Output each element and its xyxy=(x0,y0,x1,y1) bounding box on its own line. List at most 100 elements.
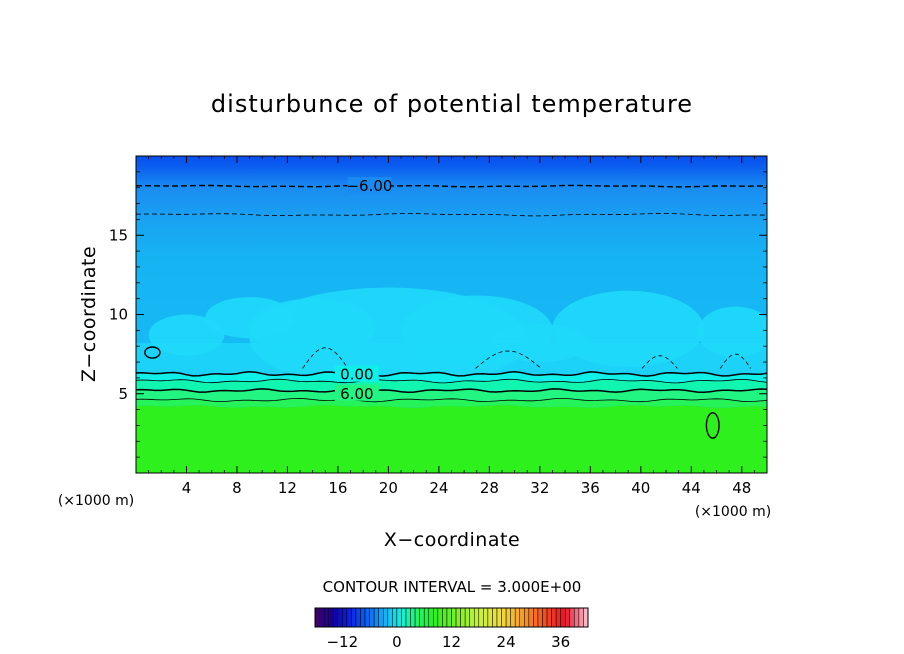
colorbar-cell xyxy=(360,607,366,628)
colorbar-cell xyxy=(533,607,539,628)
contour-dashed-dome xyxy=(719,353,751,369)
colorbar-cell xyxy=(442,607,448,628)
colorbar-cell xyxy=(528,607,534,628)
contour-minus6 xyxy=(136,184,767,188)
colorbar-cell xyxy=(524,607,530,628)
colorbar-cell xyxy=(474,607,480,628)
colorbar-cell xyxy=(492,607,498,628)
colorbar-tick-label: 36 xyxy=(551,633,570,651)
cyan-lower-layer xyxy=(136,343,767,375)
colorbar-cell xyxy=(319,607,325,628)
chart-title: disturbunce of potential temperature xyxy=(211,90,693,118)
colorbar-tick-label: 12 xyxy=(442,633,461,651)
colorbar-cell xyxy=(369,607,375,628)
colorbar-cell xyxy=(574,607,580,628)
contour-closed-loop xyxy=(705,412,720,439)
x-tick-label: 24 xyxy=(429,479,448,497)
y-tick-label: 10 xyxy=(109,306,128,324)
colorbar-cell xyxy=(496,607,502,628)
colorbar-cell xyxy=(387,607,393,628)
colorbar-cell xyxy=(483,607,489,628)
x-tick-label: 48 xyxy=(732,479,751,497)
colorbar-cell xyxy=(401,607,407,628)
x-axis-ticks: 4 8 12 16 20 24 28 32 36 40 44 48 xyxy=(148,156,755,497)
light-cyan-patches xyxy=(136,287,767,389)
colorbar-cell xyxy=(373,607,379,628)
colorbar-cell xyxy=(419,607,425,628)
colorbar xyxy=(314,607,589,628)
x-axis-label: X−coordinate xyxy=(384,529,520,551)
contour-three xyxy=(136,378,767,384)
colorbar-cell xyxy=(514,607,521,628)
colorbar-cell xyxy=(464,607,470,628)
colorbar-cell xyxy=(323,607,329,628)
colorbar-cell xyxy=(337,607,343,628)
colorbar-cell xyxy=(451,607,457,628)
colorbar-cell xyxy=(446,607,452,628)
x-tick-label: 40 xyxy=(631,479,650,497)
band-teal xyxy=(136,379,767,393)
colorbar-cell xyxy=(355,607,361,628)
colorbar-cell xyxy=(569,607,575,628)
y-axis-ticks: 5 10 15 xyxy=(109,171,767,458)
colorbar-cell xyxy=(423,607,430,628)
colorbar-cell xyxy=(455,607,461,628)
colorbar-cell xyxy=(410,607,416,628)
colorbar-cell xyxy=(560,607,566,628)
band-surface xyxy=(136,405,767,473)
contour-six xyxy=(136,388,767,394)
colorbar-cell xyxy=(383,607,389,628)
x-tick-label: 32 xyxy=(530,479,549,497)
colorbar-tick-label: 0 xyxy=(392,633,402,651)
contour-dashed-dome xyxy=(302,347,349,369)
colorbar-cell xyxy=(414,607,420,628)
colorbar-cell xyxy=(392,607,398,628)
band-green-2 xyxy=(136,398,767,408)
colorbar-cell xyxy=(314,607,320,628)
colorbar-cell xyxy=(351,607,357,628)
x-unit-label: (×1000 m) xyxy=(695,504,771,520)
contour-label: −6.00 xyxy=(346,177,392,195)
colorbar-cell xyxy=(537,607,543,628)
contour-minus3 xyxy=(136,213,767,217)
x-tick-label: 12 xyxy=(278,479,297,497)
x-tick-label: 44 xyxy=(682,479,701,497)
colorbar-cell xyxy=(510,607,516,628)
colorbar-cell xyxy=(519,607,525,628)
colorbar-cell xyxy=(546,607,552,628)
x-tick-label: 36 xyxy=(581,479,600,497)
colorbar-cell xyxy=(346,607,352,628)
plot-area xyxy=(136,156,767,473)
colorbar-cell xyxy=(332,607,339,628)
colorbar-cell xyxy=(437,607,443,628)
y-axis-label: Z−coordinate xyxy=(78,246,100,382)
x-tick-label: 28 xyxy=(480,479,499,497)
y-tick-label: 5 xyxy=(118,385,128,403)
contour-dashed-dome xyxy=(641,355,678,369)
contour-nine xyxy=(136,397,767,403)
colorbar-cell xyxy=(396,607,402,628)
x-tick-label: 20 xyxy=(379,479,398,497)
colorbar-tick-label: −12 xyxy=(326,633,358,651)
contour-dashed-dome xyxy=(475,350,542,369)
colorbar-tick-label: 24 xyxy=(497,633,516,651)
colorbar-cell xyxy=(460,607,466,628)
colorbar-frame xyxy=(314,607,589,628)
x-tick-label: 4 xyxy=(182,479,192,497)
colorbar-cell xyxy=(469,607,475,628)
colorbar-cell xyxy=(542,607,548,628)
colorbar-cell xyxy=(505,607,511,628)
contour-label-bg xyxy=(334,365,379,382)
contour-labels: −6.00 0.006.00 xyxy=(334,177,392,403)
colorbar-cell xyxy=(555,607,561,628)
z-unit-label: (×1000 m) xyxy=(58,493,134,509)
colorbar-cell xyxy=(378,607,384,628)
contour-label-bg xyxy=(334,384,379,401)
colorbar-cell xyxy=(433,607,439,628)
contour-lines xyxy=(136,184,767,439)
x-tick-label: 8 xyxy=(232,479,242,497)
colorbar-tick-labels: −12 0 12 24 36 xyxy=(326,633,570,651)
contour-label: 6.00 xyxy=(340,385,373,403)
contour-closed-loop xyxy=(144,346,161,359)
